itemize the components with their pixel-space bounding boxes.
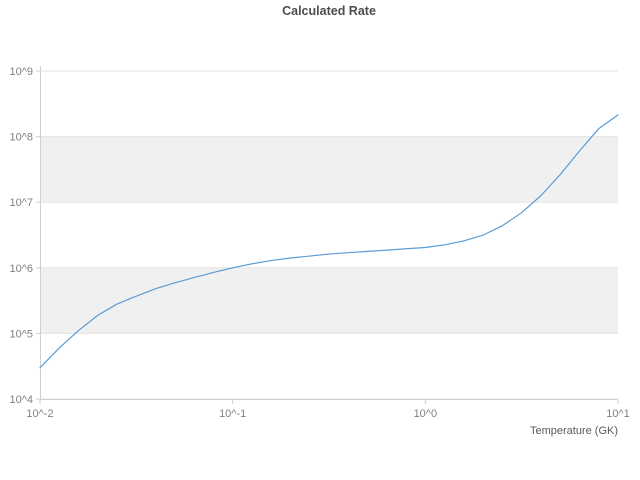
y-tick-label: 10^9 xyxy=(9,66,33,78)
x-tick-label: 10^-2 xyxy=(26,408,53,420)
y-tick-label: 10^6 xyxy=(9,263,33,275)
x-tick-label: 10^0 xyxy=(414,408,438,420)
decade-band xyxy=(40,267,618,334)
x-axis-label: Temperature (GK) xyxy=(529,425,618,437)
y-tick-label: 10^7 xyxy=(9,197,33,209)
x-tick-label: 10^1 xyxy=(606,408,630,420)
y-tick-label: 10^8 xyxy=(9,132,33,144)
y-tick-label: 10^4 xyxy=(9,394,33,406)
x-tick-label: 10^-1 xyxy=(219,408,246,420)
rate-line xyxy=(39,114,619,369)
chart-title: Calculated Rate xyxy=(282,4,376,18)
y-tick-label: 10^5 xyxy=(9,328,33,340)
decade-band xyxy=(40,136,618,203)
